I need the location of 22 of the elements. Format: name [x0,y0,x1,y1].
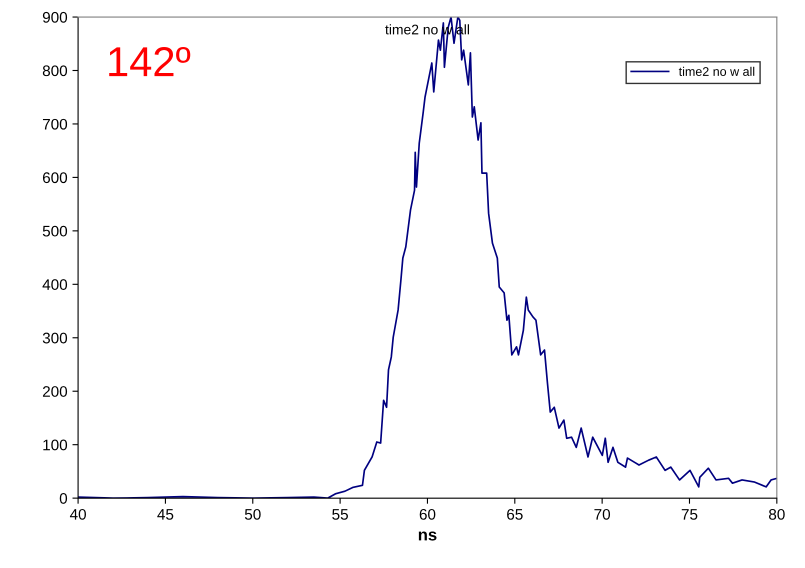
x-tick-label: 70 [594,508,610,520]
y-tick-label: 800 [42,65,68,76]
x-tick-label: 40 [70,508,86,520]
x-tick-label: 80 [768,508,785,520]
x-tick-label: 45 [157,509,174,520]
x-tick-label: 50 [244,508,261,520]
y-tick-label: 600 [42,172,68,184]
annotation: 142º [109,46,190,76]
y-tick-label: 300 [42,332,68,344]
x-tick-label: 55 [332,509,348,520]
y-tick-label: 900 [42,12,68,23]
x-tick-label: 75 [682,509,698,520]
y-tick-label: 700 [42,118,68,130]
x-tick-label: 65 [507,508,523,520]
x-tick-label: 60 [420,508,436,520]
x-axis-title: ns [418,531,436,541]
y-tick-label: 400 [42,279,68,290]
y-tick-label: 500 [42,226,68,237]
y-tick-label: 100 [43,440,68,450]
y-tick-label: 0 [60,493,68,504]
y-tick-label: 200 [42,386,68,397]
legend-label: time2 no w all [678,66,754,76]
